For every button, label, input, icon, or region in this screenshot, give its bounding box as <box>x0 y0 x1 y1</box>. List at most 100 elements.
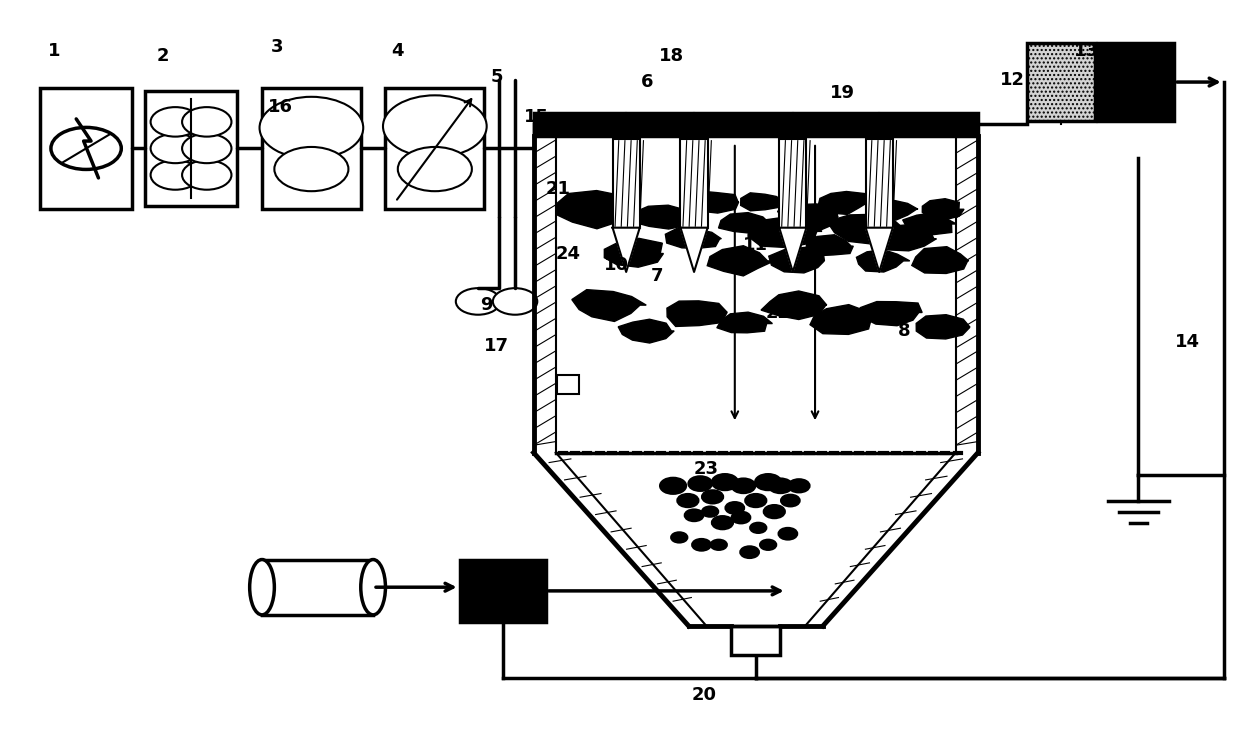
Text: 14: 14 <box>1176 333 1200 351</box>
Text: 12: 12 <box>999 71 1025 89</box>
Text: 17: 17 <box>484 337 510 354</box>
Text: 1: 1 <box>48 42 61 59</box>
Polygon shape <box>707 246 774 276</box>
Circle shape <box>678 495 698 507</box>
Bar <box>386 88 484 210</box>
Circle shape <box>150 134 200 163</box>
Text: 19: 19 <box>830 84 854 102</box>
Circle shape <box>789 480 808 492</box>
Bar <box>613 139 640 227</box>
Text: 8: 8 <box>898 322 910 340</box>
Circle shape <box>751 523 765 532</box>
Circle shape <box>456 288 500 315</box>
Polygon shape <box>666 227 722 248</box>
Circle shape <box>746 495 765 507</box>
Circle shape <box>703 491 723 503</box>
Text: 21: 21 <box>546 180 570 198</box>
Circle shape <box>781 496 799 506</box>
Polygon shape <box>916 315 970 339</box>
Polygon shape <box>718 212 770 233</box>
Text: 18: 18 <box>660 47 684 65</box>
Bar <box>533 114 978 135</box>
Text: 16: 16 <box>268 99 293 117</box>
Polygon shape <box>861 302 923 325</box>
Circle shape <box>693 539 711 550</box>
Circle shape <box>672 533 687 542</box>
Polygon shape <box>827 214 910 244</box>
Circle shape <box>733 479 755 493</box>
Text: 5: 5 <box>490 68 502 85</box>
Bar <box>145 91 237 206</box>
Text: 3: 3 <box>270 38 283 56</box>
Text: 10: 10 <box>604 256 629 273</box>
Polygon shape <box>631 205 696 229</box>
Circle shape <box>398 147 472 191</box>
Circle shape <box>259 97 363 159</box>
Polygon shape <box>717 312 773 333</box>
Polygon shape <box>619 319 675 343</box>
Polygon shape <box>613 227 640 272</box>
Circle shape <box>779 528 796 539</box>
Polygon shape <box>810 305 873 334</box>
Polygon shape <box>911 247 968 273</box>
Circle shape <box>383 95 486 158</box>
Text: 24: 24 <box>556 244 580 262</box>
Polygon shape <box>740 193 785 211</box>
Polygon shape <box>748 217 822 247</box>
Polygon shape <box>557 190 632 229</box>
Polygon shape <box>805 235 853 256</box>
Bar <box>262 559 373 615</box>
Bar <box>681 139 708 227</box>
Bar <box>40 88 133 210</box>
Polygon shape <box>683 191 739 213</box>
Text: 9: 9 <box>480 296 494 314</box>
Polygon shape <box>761 291 827 319</box>
Polygon shape <box>870 224 936 251</box>
Circle shape <box>150 107 200 137</box>
Bar <box>262 88 361 210</box>
Polygon shape <box>903 212 956 235</box>
Ellipse shape <box>249 559 274 615</box>
Text: 20: 20 <box>692 686 717 704</box>
Bar <box>779 139 806 227</box>
Circle shape <box>713 517 733 528</box>
Bar <box>866 139 893 227</box>
Circle shape <box>150 160 200 189</box>
Text: 4: 4 <box>392 42 404 59</box>
Circle shape <box>182 160 232 189</box>
Bar <box>460 559 546 622</box>
Circle shape <box>689 477 712 490</box>
Polygon shape <box>777 204 838 231</box>
Text: 2: 2 <box>157 47 170 65</box>
Polygon shape <box>572 290 646 322</box>
Polygon shape <box>681 227 708 272</box>
Circle shape <box>727 503 744 513</box>
Text: 23: 23 <box>694 460 719 478</box>
Polygon shape <box>923 198 963 220</box>
Circle shape <box>760 540 775 549</box>
Bar <box>557 375 579 394</box>
Polygon shape <box>667 301 728 326</box>
Bar <box>1097 43 1174 121</box>
Polygon shape <box>533 135 556 452</box>
Circle shape <box>764 506 784 518</box>
Circle shape <box>686 510 703 520</box>
Text: 13: 13 <box>1074 42 1099 59</box>
Polygon shape <box>818 192 872 215</box>
Circle shape <box>182 134 232 163</box>
Polygon shape <box>779 227 806 272</box>
Text: 6: 6 <box>641 74 653 91</box>
Circle shape <box>769 479 791 493</box>
Text: 15: 15 <box>523 108 548 126</box>
Circle shape <box>756 475 780 490</box>
Polygon shape <box>604 239 663 267</box>
Text: 22: 22 <box>765 303 791 322</box>
Circle shape <box>713 475 738 490</box>
Circle shape <box>51 127 122 169</box>
Polygon shape <box>956 135 978 452</box>
Text: 7: 7 <box>651 267 663 285</box>
Circle shape <box>661 478 686 493</box>
Text: 11: 11 <box>743 236 769 253</box>
Circle shape <box>742 547 758 557</box>
Polygon shape <box>867 201 918 220</box>
